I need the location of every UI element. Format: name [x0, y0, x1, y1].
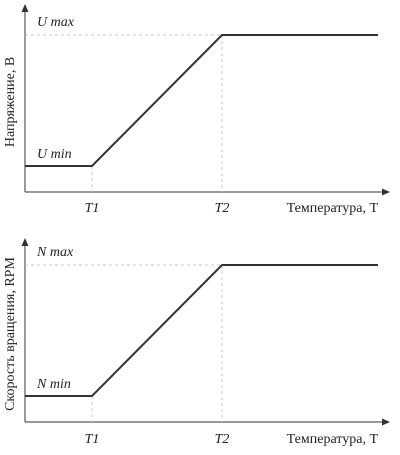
x-tick-label-t1: T1: [85, 201, 100, 216]
level-label-min: U min: [37, 147, 72, 162]
x-axis-arrow: [382, 418, 390, 426]
x-tick-label-t2: T2: [215, 201, 230, 216]
series-line: [25, 264, 378, 397]
x-tick-label-t2: T2: [215, 432, 230, 447]
y-axis-label: Напряжение, В: [3, 57, 18, 147]
x-axis-label: Температура, Т: [287, 432, 379, 447]
x-axis-label: Температура, Т: [287, 201, 379, 216]
y-axis-arrow: [21, 4, 29, 12]
x-tick-label-t1: T1: [85, 432, 100, 447]
level-label-max: N max: [36, 245, 74, 260]
y-axis-arrow: [21, 238, 29, 246]
chart-panel-2: [21, 238, 390, 426]
level-label-min: N min: [36, 377, 71, 392]
series-line: [25, 34, 378, 167]
level-label-max: U max: [37, 15, 75, 30]
chart-panel-1: [21, 4, 390, 196]
x-axis-arrow: [382, 188, 390, 196]
y-axis-label: Скорость вращения, RPM: [3, 257, 18, 411]
